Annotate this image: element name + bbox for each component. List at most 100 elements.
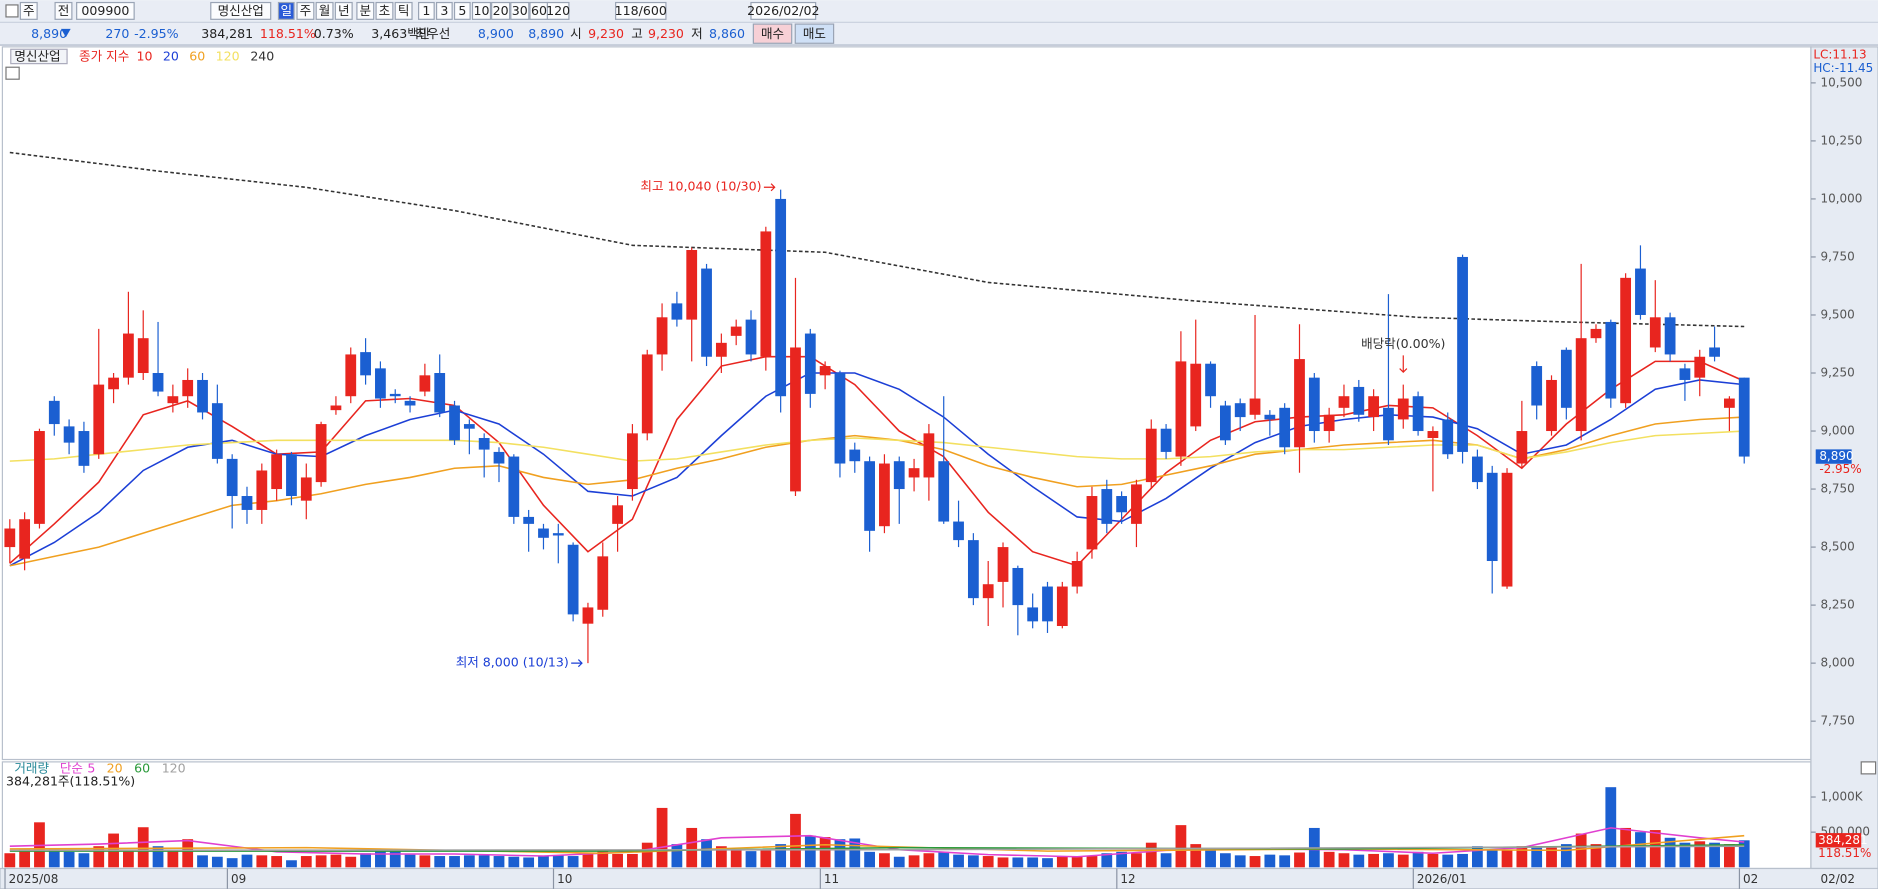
volume-bar: [849, 838, 861, 868]
candle-body: [1101, 489, 1113, 524]
toolbar-button[interactable]: [277, 1, 295, 20]
toolbar-label[interactable]: 월: [319, 3, 331, 18]
quote-field: 저: [691, 26, 703, 41]
candle-body: [641, 354, 653, 434]
volume-bar: [1175, 825, 1187, 868]
trade-button[interactable]: [794, 23, 835, 44]
toolbar-label[interactable]: 명신산업: [218, 3, 264, 18]
candle-body: [1531, 366, 1543, 406]
toolbar-button[interactable]: [750, 1, 817, 20]
volume-bar: [1294, 852, 1305, 868]
toolbar-button[interactable]: [296, 1, 315, 20]
toolbar-label[interactable]: 분: [360, 3, 372, 18]
volume-bar: [315, 855, 327, 868]
toolbar-button[interactable]: [453, 1, 471, 20]
toolbar-button[interactable]: [546, 1, 570, 20]
toolbar-button[interactable]: [491, 1, 511, 20]
toolbar-label[interactable]: 1: [422, 3, 430, 18]
volume-bar: [1086, 856, 1098, 868]
toolbar-button[interactable]: [394, 1, 413, 20]
toolbar-label[interactable]: 틱: [398, 3, 410, 18]
table-icon[interactable]: [5, 66, 20, 80]
toolbar-label[interactable]: 10: [473, 3, 489, 18]
candle-body: [463, 424, 475, 429]
y-tick-label: 9,750: [1821, 249, 1855, 263]
toolbar-button[interactable]: [315, 1, 334, 20]
toolbar-label[interactable]: 3: [440, 3, 448, 18]
volume-bar: [78, 853, 90, 868]
volume-bar: [197, 855, 208, 868]
volume-bar: [137, 827, 149, 868]
toolbar-label[interactable]: 2026/02/02: [747, 3, 819, 18]
quote-field: 118.51%: [260, 26, 316, 41]
candle-body: [1397, 398, 1409, 420]
menu-icon[interactable]: [5, 4, 19, 18]
candle-body: [345, 354, 357, 397]
quote-field[interactable]: 매도: [803, 26, 826, 41]
volume-bar: [1205, 850, 1216, 868]
toolbar-button[interactable]: [417, 1, 435, 20]
toolbar-button[interactable]: [471, 1, 492, 20]
y-tick-label: 10,000: [1821, 191, 1863, 205]
candle-body: [152, 373, 164, 392]
candle-body: [167, 396, 179, 404]
toolbar-label[interactable]: 년: [338, 3, 350, 18]
volume-bar: [1279, 855, 1291, 868]
candle-body: [1649, 317, 1661, 348]
quote-field: 8,890: [528, 26, 564, 41]
legend-entry: 10: [137, 49, 153, 64]
toolbar-button[interactable]: [375, 1, 394, 20]
candle-body: [552, 533, 564, 536]
toolbar-button[interactable]: [210, 1, 272, 20]
toolbar-button[interactable]: [435, 1, 453, 20]
toolbar-label[interactable]: 전: [58, 3, 70, 18]
volume-bar: [1234, 855, 1246, 868]
trade-button[interactable]: [752, 23, 793, 44]
toolbar-label[interactable]: 009900: [81, 3, 129, 18]
toolbar-button[interactable]: [76, 1, 135, 20]
volume-bar: [1027, 857, 1039, 868]
legend-entry: 5: [87, 761, 95, 776]
toolbar-button[interactable]: [54, 1, 73, 20]
toolbar-label[interactable]: 주: [23, 3, 35, 18]
last-volume: 384,281: [1818, 833, 1868, 847]
legend-entry: 120: [216, 49, 240, 64]
toolbar-button[interactable]: [510, 1, 530, 20]
toolbar-button[interactable]: [334, 1, 353, 20]
toolbar-label[interactable]: 5: [458, 3, 466, 18]
candle-body: [1516, 431, 1528, 464]
toolbar-label[interactable]: 30: [512, 3, 528, 18]
toolbar-label[interactable]: 118/600: [615, 3, 667, 18]
volume-bar: [1649, 830, 1661, 868]
toolbar-label[interactable]: 120: [546, 3, 570, 18]
y-tick-label: 9,000: [1821, 424, 1855, 438]
quote-field: 시: [570, 26, 582, 41]
candle-body: [256, 470, 268, 510]
toolbar-button[interactable]: [356, 1, 375, 20]
y-tick-label: 8,250: [1821, 598, 1855, 612]
volume-bar: [1679, 842, 1691, 868]
toolbar-button[interactable]: [615, 1, 667, 20]
quote-field: 0.73%: [314, 26, 354, 41]
x-axis-bg: [0, 867, 1878, 889]
candle-body: [1635, 268, 1646, 315]
volume-bar: [701, 839, 712, 868]
toolbar-label[interactable]: 20: [493, 3, 509, 18]
toolbar-button[interactable]: [19, 1, 38, 20]
toolbar-label[interactable]: 일: [280, 3, 292, 18]
toolbar-label[interactable]: 초: [379, 3, 391, 18]
candle-body: [1471, 456, 1483, 483]
toolbar-label[interactable]: 60: [531, 3, 547, 18]
candle-body: [1131, 484, 1142, 524]
panel-toggle[interactable]: [1860, 761, 1877, 775]
last-volume-ratio: 118.51%: [1818, 846, 1871, 860]
candle-body: [1086, 496, 1098, 550]
volume-bar: [271, 856, 283, 868]
volume-bar: [478, 855, 490, 868]
quote-field[interactable]: 매수: [761, 26, 784, 41]
quote-field: 9,230: [648, 26, 684, 41]
volume-bar: [730, 849, 742, 868]
candle-body: [597, 556, 609, 610]
toolbar-label[interactable]: 주: [300, 3, 312, 18]
